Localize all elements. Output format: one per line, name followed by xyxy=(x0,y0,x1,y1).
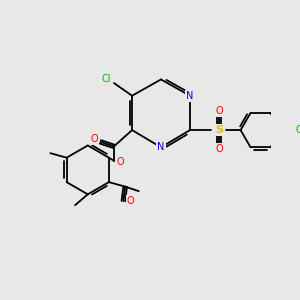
Text: Cl: Cl xyxy=(296,125,300,135)
Text: N: N xyxy=(157,142,165,152)
Text: S: S xyxy=(215,125,223,135)
Text: O: O xyxy=(116,157,124,167)
Text: O: O xyxy=(90,134,98,144)
Text: O: O xyxy=(127,196,134,206)
Text: Cl: Cl xyxy=(102,74,112,83)
Text: O: O xyxy=(215,144,223,154)
Text: N: N xyxy=(186,91,194,101)
Text: O: O xyxy=(215,106,223,116)
